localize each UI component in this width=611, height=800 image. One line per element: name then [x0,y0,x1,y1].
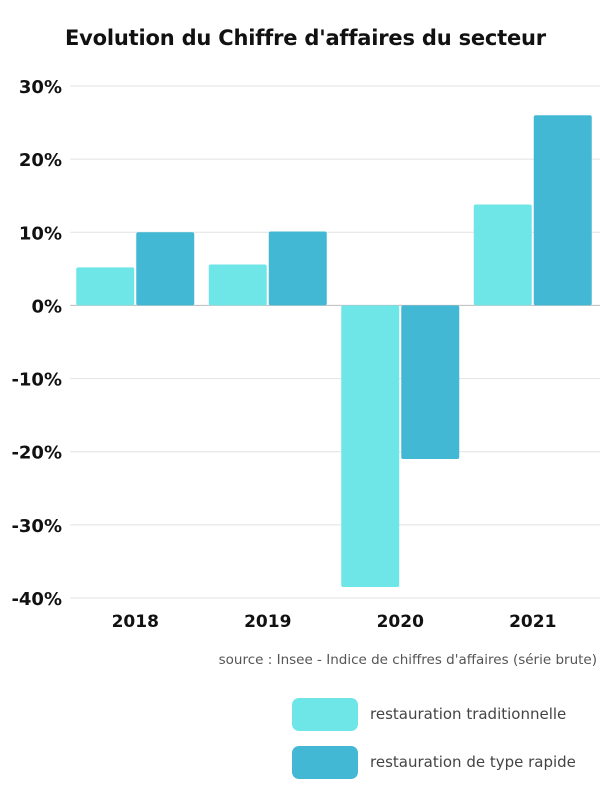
x-axis-ticks: 2018 2019 2020 2021 [112,612,557,632]
bar-rapide-2020 [401,305,460,460]
y-tick-label: -40% [11,589,62,610]
y-tick-label: -30% [11,516,62,537]
y-axis-ticks: 30% 20% 10% 0% -10% -20% -30% -40% [11,77,62,610]
legend-label-rapide: restauration de type rapide [370,753,576,771]
x-tick-label: 2020 [377,612,424,632]
y-tick-label: 20% [19,150,62,171]
chart-title: Evolution du Chiffre d'affaires du secte… [65,26,546,50]
y-tick-label: 30% [19,77,62,98]
legend-label-traditionnelle: restauration traditionnelle [370,705,567,723]
bar-chart: 30% 20% 10% 0% -10% -20% -30% -40% 2018 2019 2020… [11,77,600,632]
grid-lines [70,85,600,599]
source-note: source : Insee - Indice de chiffres d'af… [218,652,597,668]
x-tick-label: 2019 [244,612,291,632]
y-tick-label: 0% [31,296,62,317]
bar-traditionnelle-2021 [473,204,532,306]
y-tick-label: -10% [11,370,62,391]
legend-swatch-traditionnelle [292,698,358,731]
bar-rapide-2019 [268,231,327,306]
bar-traditionnelle-2019 [208,264,267,306]
y-tick-label: 10% [19,223,62,244]
legend-swatch-rapide [292,746,358,779]
x-tick-label: 2018 [112,612,159,632]
bar-traditionnelle-2018 [76,267,135,306]
bar-rapide-2021 [533,115,592,306]
bar-traditionnelle-2020 [341,305,400,588]
y-tick-label: -20% [11,443,62,464]
bars [76,115,592,588]
x-tick-label: 2021 [509,612,556,632]
bar-rapide-2018 [136,232,195,306]
